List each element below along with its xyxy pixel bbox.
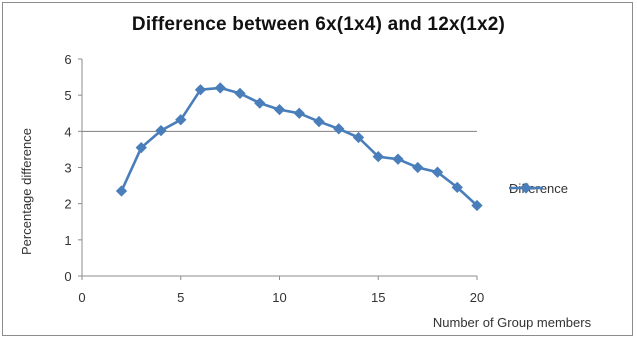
data-point (234, 87, 246, 100)
data-point (135, 141, 147, 154)
x-axis-title: Number of Group members (433, 315, 592, 330)
x-tick-label: 5 (177, 290, 184, 305)
data-point (372, 150, 384, 163)
data-point (431, 166, 444, 178)
x-tick-label: 15 (371, 290, 385, 305)
data-point (115, 185, 128, 197)
data-point (293, 107, 305, 119)
data-point (352, 131, 365, 144)
x-tick-label: 10 (272, 290, 286, 305)
y-tick-label: 5 (64, 88, 71, 103)
y-tick-label: 6 (64, 52, 71, 67)
y-tick-label: 3 (64, 161, 71, 176)
y-tick-label: 0 (64, 269, 71, 284)
chart-frame (2, 2, 633, 336)
data-point (392, 153, 404, 165)
data-point (471, 199, 483, 212)
data-point (313, 115, 325, 128)
data-point (333, 123, 345, 135)
data-point (273, 103, 286, 116)
x-tick-label: 0 (78, 290, 85, 305)
x-tick-label: 20 (470, 290, 484, 305)
y-tick-label: 4 (64, 124, 71, 139)
series-line (120, 86, 478, 207)
data-point (412, 161, 424, 174)
y-axis-title: Percentage difference (19, 128, 34, 255)
data-point (254, 97, 266, 109)
y-tick-label: 1 (64, 233, 71, 248)
y-tick-label: 2 (64, 197, 71, 212)
chart-title: Difference between 6x(1x4) and 12x(1x2) (131, 14, 506, 35)
data-point (451, 181, 463, 194)
chart-legend: Difference (509, 181, 568, 196)
legend-marker-icon (509, 182, 543, 194)
data-point (214, 82, 226, 94)
